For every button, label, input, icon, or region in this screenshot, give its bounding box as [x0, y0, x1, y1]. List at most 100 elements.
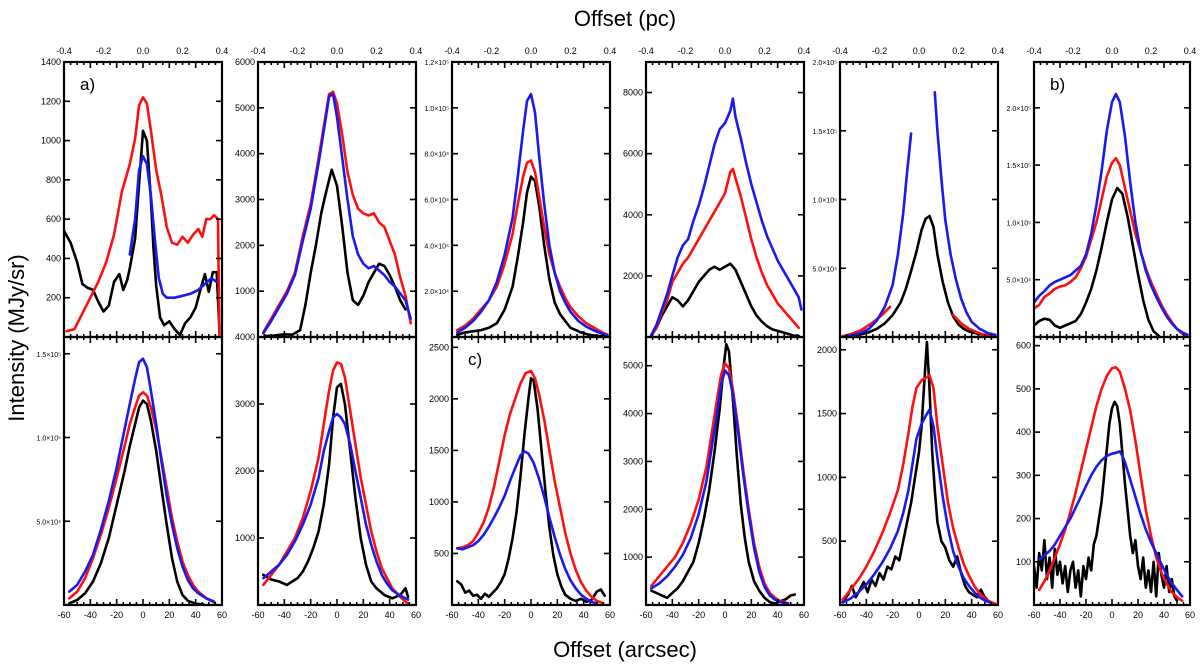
arcsec-tick-label: -40	[666, 610, 679, 620]
y-tick-label: 200	[46, 293, 61, 303]
y-tick-label: 6000	[235, 57, 255, 67]
series-line-blue	[128, 155, 218, 299]
arcsec-tick-label: 40	[1159, 610, 1169, 620]
series-line-black	[650, 342, 797, 605]
series-line-blue	[1034, 92, 1189, 336]
y-tick-label: 4000	[623, 210, 643, 220]
series-line-black	[263, 168, 407, 337]
y-tick-label: 1.2×10⁵	[424, 60, 449, 67]
panel-7: 5.0×10⁴ 1.0×10⁵ 1.5×10⁵	[36, 335, 224, 607]
y-tick-label: 2500	[429, 342, 449, 352]
series-line-blue	[68, 357, 216, 603]
y-tick-label: 3000	[235, 399, 255, 409]
pc-tick-label: -0.2	[678, 46, 694, 56]
panel-label: c)	[468, 350, 482, 369]
arcsec-tick-label: 20	[164, 610, 174, 620]
panel-9: 500 1000 1500 2000 2500 c)	[429, 335, 612, 607]
y-tick-label: 5.0×10⁴	[1006, 278, 1031, 285]
pc-tick-label: 0.2	[758, 46, 771, 56]
arcsec-tick-label: 20	[1133, 610, 1143, 620]
pc-tick-label: 0.4	[992, 46, 1005, 56]
pc-tick-label: 0.2	[564, 46, 577, 56]
arcsec-tick-label: 40	[385, 610, 395, 620]
arcsec-tick-label: 0	[916, 610, 921, 620]
y-tick-label: 1200	[41, 96, 61, 106]
y-tick-label: 5.0×10⁴	[812, 266, 837, 273]
arcsec-tick-label: 40	[773, 610, 783, 620]
panel-12: 100 200 300 400 500 600	[1016, 335, 1192, 607]
y-tick-label: 500	[822, 536, 837, 546]
arcsec-tick-label: -60	[1027, 610, 1040, 620]
pc-tick-label: -0.4	[444, 46, 460, 56]
panel-frame	[256, 335, 418, 607]
arcsec-tick-label: 40	[191, 610, 201, 620]
panel-2: 1000 2000 3000 4000 5000 6000	[235, 57, 418, 339]
arcsec-tick-label: -40	[860, 610, 873, 620]
series-line-blue	[844, 132, 913, 337]
arcsec-tick-label: -20	[886, 610, 899, 620]
panel-4: 2000 4000 6000 8000	[623, 60, 806, 339]
series-line-red	[65, 96, 221, 337]
panel-5: 5.0×10⁴ 1.0×10⁵ 1.5×10⁵ 2.0×10⁵	[812, 60, 1000, 339]
arcsec-tick-label: 20	[746, 610, 756, 620]
series-line-red	[68, 391, 216, 604]
pc-tick-label: -0.4	[56, 46, 72, 56]
series-line-blue	[650, 369, 790, 605]
y-tick-label: 1.0×10⁵	[812, 198, 837, 205]
series-line-black	[456, 175, 606, 337]
series-line-red	[262, 361, 410, 605]
panel-10: 1000 2000 3000 4000 5000	[623, 335, 806, 607]
panel-grid: -0.4 -0.2 0.0 0.2 0.4-60 -40 -20 0 20 40 60-0.4 -0.…	[36, 46, 1196, 620]
column-2-axes: -0.4 -0.2 0.0 0.2 0.4 -60 -40 -20 0 20 40 60	[250, 46, 422, 620]
y-tick-label: 3000	[235, 195, 255, 205]
arcsec-tick-label: 0	[140, 610, 145, 620]
pc-tick-label: 0.4	[216, 46, 229, 56]
pc-tick-label: -0.2	[484, 46, 500, 56]
panel-1: 200 400 600 800 1000 1200 1400 a)	[41, 57, 224, 339]
panel-frame	[450, 60, 612, 339]
pc-tick-label: 0.2	[1145, 46, 1158, 56]
y-tick-label: 1000	[235, 286, 255, 296]
arcsec-tick-label: -40	[1053, 610, 1066, 620]
left-axis-title: Intensity (MJy/sr)	[4, 254, 29, 421]
series-line-black	[64, 129, 221, 337]
arcsec-tick-label: 0	[722, 610, 727, 620]
pc-tick-label: 0.4	[798, 46, 811, 56]
column-4-axes: -0.4 -0.2 0.0 0.2 0.4 -60 -40 -20 0 20 40 60	[638, 46, 810, 620]
series-line-red	[1034, 157, 1189, 337]
series-line-red	[456, 159, 609, 336]
arcsec-tick-label: 20	[552, 610, 562, 620]
y-tick-label: 5000	[623, 361, 643, 371]
top-axis-title: Offset (pc)	[574, 6, 676, 31]
y-tick-label: 400	[46, 253, 61, 263]
arcsec-tick-label: 0	[334, 610, 339, 620]
y-tick-label: 5.0×10⁴	[36, 519, 61, 526]
y-tick-label: 1500	[429, 445, 449, 455]
arcsec-tick-label: -40	[84, 610, 97, 620]
pc-tick-label: 0.4	[410, 46, 423, 56]
y-tick-label: 2.0×10⁴	[424, 289, 449, 296]
y-tick-label: 4.0×10⁴	[424, 243, 449, 250]
pc-tick-label: -0.4	[832, 46, 848, 56]
pc-tick-label: -0.4	[250, 46, 266, 56]
y-tick-label: 8000	[623, 88, 643, 98]
column-1-axes: -0.4 -0.2 0.0 0.2 0.4 -60 -40 -20 0 20 40 60	[56, 46, 228, 620]
pc-tick-label: -0.2	[1065, 46, 1081, 56]
arcsec-tick-label: 0	[528, 610, 533, 620]
arcsec-tick-label: -20	[110, 610, 123, 620]
series-line-black	[650, 262, 800, 337]
series-line-red	[650, 167, 800, 337]
y-tick-label: 300	[1016, 470, 1031, 480]
series-line-red	[456, 369, 604, 605]
arcsec-tick-label: -20	[304, 610, 317, 620]
series-line-black	[1034, 186, 1161, 337]
series-line-black	[68, 399, 205, 605]
y-tick-label: 1.5×10⁵	[1006, 163, 1031, 170]
arcsec-tick-label: -20	[1079, 610, 1092, 620]
y-tick-label: 4000	[235, 149, 255, 159]
pc-tick-label: 0.0	[331, 46, 344, 56]
pc-tick-label: -0.2	[290, 46, 306, 56]
series-line-red	[1037, 366, 1184, 602]
y-tick-label: 1000	[235, 533, 255, 543]
y-tick-label: 1.5×10⁵	[36, 352, 61, 359]
